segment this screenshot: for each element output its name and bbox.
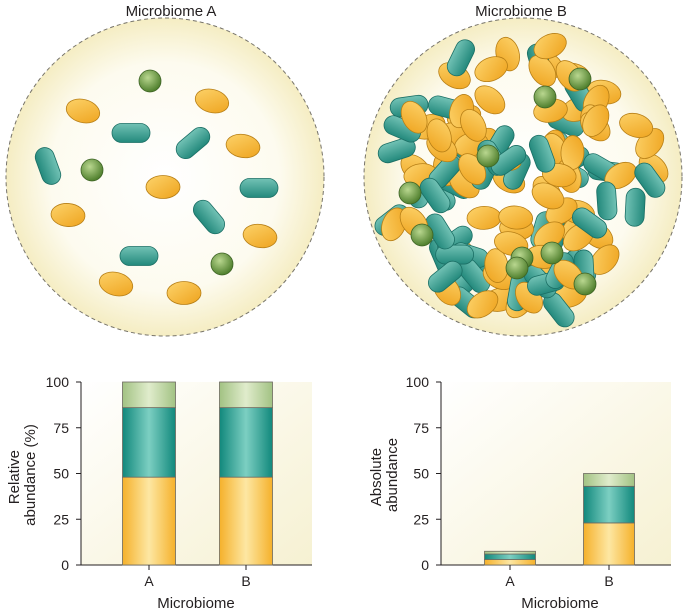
- green-bacterium: [476, 144, 500, 168]
- abs-bar-A-teal: [484, 553, 536, 560]
- orange-bacterium: [426, 118, 452, 153]
- absolute-bars: [484, 473, 635, 566]
- teal-bacterium: [34, 147, 62, 185]
- green-bacterium: [505, 256, 529, 280]
- teal-bacterium: [624, 187, 646, 227]
- orange-bacterium: [619, 112, 654, 138]
- green-bacterium: [533, 85, 557, 109]
- orange-bacterium: [65, 98, 101, 124]
- orange-bacterium: [533, 33, 567, 60]
- relative-y-ticks: 0 25 50 75 100: [46, 374, 81, 573]
- rel-bar-B-teal: [219, 407, 273, 478]
- relative-y-axis-title-line2: abundance (%): [22, 424, 39, 526]
- orange-bacterium: [474, 85, 506, 115]
- orange-bacterium: [400, 100, 428, 134]
- green-bacterium: [398, 181, 422, 205]
- abs-bar-A-orange: [484, 559, 536, 566]
- microbiome-b-bacteria: [374, 33, 669, 328]
- abs-y-tick-label: 0: [421, 557, 429, 573]
- rel-x-tick-label: B: [241, 573, 250, 589]
- relative-x-axis-title: Microbiome: [157, 595, 235, 612]
- teal-bacterium: [446, 39, 475, 77]
- orange-bacterium: [98, 271, 134, 297]
- abs-y-tick-label: 50: [413, 466, 429, 482]
- teal-bacterium: [571, 207, 608, 239]
- teal-bacterium: [239, 178, 279, 198]
- green-bacterium: [410, 223, 434, 247]
- orange-bacterium: [194, 88, 230, 114]
- green-bacterium: [80, 158, 104, 182]
- absolute-y-axis-title-line1: Absolute: [368, 448, 385, 506]
- abs-bar-B-teal: [583, 485, 635, 524]
- abs-bar-B-lightgreen: [583, 473, 635, 487]
- teal-bacterium: [119, 246, 159, 266]
- teal-bacterium: [192, 199, 226, 235]
- abs-x-tick-label: B: [604, 573, 613, 589]
- relative-y-axis-title-line1: Relative: [6, 450, 23, 504]
- green-bacterium: [568, 67, 592, 91]
- relative-bars: [122, 381, 273, 566]
- orange-bacterium: [466, 290, 499, 319]
- relative-y-axis-title: Relative abundance (%): [6, 424, 39, 526]
- rel-bar-B-orange: [219, 476, 273, 566]
- panel-a-title: Microbiome A: [126, 3, 217, 20]
- rel-y-tick-label: 25: [53, 511, 69, 527]
- abs-y-tick-label: 100: [406, 374, 430, 390]
- absolute-plot-background: [441, 382, 671, 565]
- green-bacterium: [210, 252, 234, 276]
- orange-bacterium: [225, 133, 261, 159]
- absolute-y-axis-title-line2: abundance: [384, 438, 401, 512]
- rel-y-tick-label: 0: [61, 557, 69, 573]
- teal-bacterium: [490, 145, 527, 176]
- orange-bacterium: [474, 56, 508, 83]
- rel-bar-A-orange: [122, 476, 176, 566]
- rel-y-tick-label: 100: [46, 374, 70, 390]
- orange-bacterium: [166, 281, 202, 305]
- abs-y-tick-label: 75: [413, 420, 429, 436]
- teal-bacterium: [596, 181, 618, 221]
- orange-bacterium: [528, 54, 557, 87]
- panel-b-title: Microbiome B: [475, 3, 567, 20]
- teal-bacterium: [634, 162, 666, 198]
- rel-bar-B-lightgreen: [219, 381, 273, 409]
- rel-y-tick-label: 50: [53, 466, 69, 482]
- absolute-x-axis-title: Microbiome: [521, 595, 599, 612]
- teal-bacterium: [377, 137, 416, 164]
- teal-bacterium: [528, 134, 556, 173]
- abs-x-tick-label: A: [505, 573, 515, 589]
- teal-bacterium: [428, 260, 463, 293]
- green-bacterium: [540, 241, 564, 265]
- rel-y-tick-label: 75: [53, 420, 69, 436]
- rel-bar-A-lightgreen: [122, 381, 176, 409]
- green-bacterium: [138, 69, 162, 93]
- teal-bacterium: [175, 126, 211, 160]
- absolute-y-axis-title: Absolute abundance: [368, 438, 401, 512]
- orange-bacterium: [460, 108, 487, 142]
- orange-bacterium: [498, 205, 534, 230]
- orange-bacterium: [50, 203, 86, 227]
- abs-bar-A-lightgreen: [484, 550, 536, 555]
- microbiome-a-bacteria: [34, 69, 279, 305]
- rel-x-tick-label: A: [144, 573, 154, 589]
- orange-bacterium: [242, 223, 278, 249]
- teal-bacterium: [419, 177, 451, 214]
- green-bacterium: [573, 272, 597, 296]
- rel-bar-A-teal: [122, 407, 176, 478]
- relative-plot-background: [81, 382, 312, 565]
- absolute-y-ticks: 0 25 50 75 100: [406, 374, 441, 573]
- abs-bar-B-orange: [583, 522, 635, 566]
- orange-bacterium: [145, 175, 181, 199]
- teal-bacterium: [111, 123, 151, 143]
- abs-y-tick-label: 25: [413, 511, 429, 527]
- orange-bacterium: [582, 104, 610, 137]
